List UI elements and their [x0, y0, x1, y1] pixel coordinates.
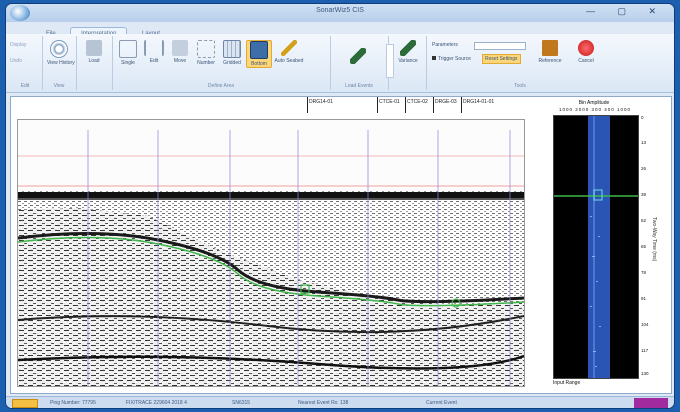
header-label-2: CTCE-01	[379, 99, 400, 105]
profile-header: DRG14-01 CTCE-01 CTCE-02 DRGE-03 DRG14-0…	[11, 97, 539, 115]
group-view: View History View	[42, 36, 77, 90]
window-title: SonarWiz5 CIS	[316, 7, 364, 14]
undo-button[interactable]: Undo	[10, 58, 22, 64]
depth-axis-label: Two-Way Time (ms)	[651, 217, 657, 262]
single-button[interactable]: Single	[116, 40, 140, 66]
move-button[interactable]: Move	[168, 40, 192, 64]
app-window: SonarWiz5 CIS — ▢ ✕ File Interpretation …	[6, 4, 674, 408]
status-current-event: Current Event	[426, 400, 457, 406]
group-load: Load	[76, 36, 113, 90]
trace-axis-labels: 1000 2000 300 400 1000	[558, 107, 632, 112]
status-bar: Ping Number: 77795 FIX/TRACE 229604 2018…	[6, 396, 674, 408]
depth-tick: 39	[641, 192, 647, 197]
single-select-icon	[119, 40, 137, 58]
trace-footer: Input Range	[553, 380, 581, 386]
ribbon: Display Undo Edit View History View Load…	[6, 34, 674, 93]
depth-tick: 78	[641, 270, 647, 275]
depth-tick: 52	[641, 218, 647, 223]
window-controls[interactable]: — ▢ ✕	[585, 6, 666, 16]
group-edit: Display Undo Edit	[8, 36, 43, 90]
ribbon-tabs: File Interpretation Layout	[36, 22, 170, 40]
parameters-slider[interactable]	[474, 42, 526, 50]
status-indicator	[634, 398, 668, 408]
header-tick	[307, 97, 308, 113]
header-tick	[377, 97, 378, 113]
stop-icon	[578, 40, 594, 56]
status-fix: FIX/TRACE 229604 2018 4	[126, 400, 187, 406]
depth-tick: 130	[641, 371, 649, 376]
header-tick	[433, 97, 434, 113]
load-button[interactable]: Load	[82, 40, 106, 64]
depth-tick: 117	[641, 348, 649, 353]
workspace: DRG14-01 CTCE-01 CTCE-02 DRGE-03 DRG14-0…	[10, 96, 672, 394]
depth-tick: 26	[641, 166, 647, 171]
header-tick	[405, 97, 406, 113]
variance-icon	[400, 40, 416, 56]
load-events-button[interactable]	[346, 48, 370, 64]
edit-button[interactable]: Edit	[142, 40, 166, 64]
status-nav-icon[interactable]	[12, 399, 38, 408]
group-define-area: Single Edit Move Number Gridded Bottom A…	[112, 36, 331, 90]
auto-seabed-button[interactable]: Auto Seabed	[274, 40, 304, 64]
trace-title: Bin Amplitude	[578, 100, 610, 106]
header-label-3: CTCE-02	[407, 99, 428, 105]
magnifier-icon	[50, 40, 68, 58]
parameters-label: Parameters	[432, 42, 458, 48]
depth-tick: 104	[641, 322, 649, 327]
title-bar: SonarWiz5 CIS — ▢ ✕	[6, 4, 674, 22]
group-load-events: Load Events	[330, 36, 389, 90]
amplitude-trace[interactable]	[553, 115, 639, 379]
depth-axis: 0 13 26 39 52 65 78 91 104 117 130	[641, 115, 663, 377]
bottom-button[interactable]: Bottom	[246, 40, 272, 68]
group-load-events-label: Load Events	[345, 83, 373, 89]
reset-settings-button[interactable]: Reset Settings	[482, 54, 521, 64]
display-button[interactable]: Display	[10, 42, 27, 48]
view-history-button[interactable]: View History	[47, 40, 75, 66]
group-view-label: View	[53, 83, 65, 89]
hand-icon	[86, 40, 102, 56]
variance-button[interactable]: Variance	[396, 40, 420, 64]
pencil-icon	[281, 40, 297, 56]
group-define-area-label: Define Area	[207, 83, 235, 89]
gridded-icon	[223, 40, 241, 58]
seismic-profile-graphic	[18, 120, 524, 386]
trigger-source-checkbox[interactable]: Trigger Source	[432, 56, 471, 62]
checkbox-icon	[432, 56, 436, 60]
status-ping: Ping Number: 77795	[50, 400, 96, 406]
trace-graphic	[554, 116, 638, 378]
depth-tick: 13	[641, 140, 647, 145]
variance-slider[interactable]	[386, 44, 394, 78]
status-nearest-event: Nearest Event Rx: 138	[298, 400, 349, 406]
trace-panel: Bin Amplitude 1000 2000 300 400 1000	[549, 97, 671, 393]
header-label-5: DRG14-01-01	[463, 99, 495, 105]
header-label-4: DRGE-03	[435, 99, 457, 105]
gridded-button[interactable]: Gridded	[220, 40, 244, 66]
reference-button[interactable]: Reference	[538, 40, 562, 64]
grid-icon	[197, 40, 215, 58]
bottom-track-icon	[250, 41, 268, 59]
depth-tick: 91	[641, 296, 647, 301]
group-variance: Variance	[386, 36, 427, 90]
group-edit-label: Edit	[20, 83, 30, 89]
depth-tick: 0	[641, 115, 644, 120]
wave-line-icon	[350, 48, 366, 64]
number-button[interactable]: Number	[194, 40, 218, 66]
cancel-button[interactable]: Cancel	[574, 40, 598, 64]
header-tick	[461, 97, 462, 113]
depth-tick: 65	[641, 244, 647, 249]
seismic-profile-view[interactable]	[17, 119, 525, 387]
resize-icon	[144, 40, 164, 56]
book-icon	[542, 40, 558, 56]
header-label-1: DRG14-01	[309, 99, 333, 105]
app-logo-icon[interactable]	[10, 5, 30, 21]
group-tools-label: Tools	[514, 83, 526, 89]
group-tools: Parameters Trigger Source Reset Settings…	[426, 36, 614, 90]
status-sn: SN6315	[232, 400, 251, 406]
move-icon	[172, 40, 188, 56]
